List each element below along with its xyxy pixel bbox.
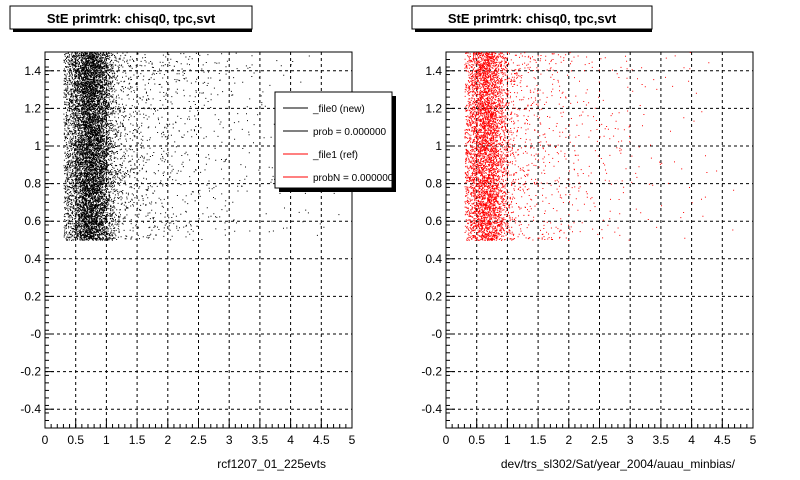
x-tick-label: 3.5 (252, 433, 269, 447)
y-tick-label: -0 (30, 327, 41, 341)
y-tick-label: 0.2 (24, 289, 41, 303)
x-tick-label: 3.5 (653, 433, 670, 447)
y-tick-label: -0.2 (421, 365, 442, 379)
x-tick-label: 0.5 (468, 433, 485, 447)
legend-label-ref: _file1 (ref) (312, 150, 358, 161)
x-tick-label: 3 (627, 433, 634, 447)
right-plot-title: StE primtrk: chisq0, tpc,svt (448, 11, 617, 26)
x-tick-label: 1.5 (129, 433, 146, 447)
left-plot-title: StE primtrk: chisq0, tpc,svt (47, 11, 216, 26)
left-caption: rcf1207_01_225evts (217, 457, 326, 471)
y-tick-label: 1 (435, 139, 442, 153)
x-tick-label: 3 (226, 433, 233, 447)
x-tick-label: 2.5 (190, 433, 207, 447)
legend-label-prob: prob = 0.000000 (313, 127, 387, 138)
x-tick-label: 1.5 (530, 433, 547, 447)
left-title-shadow (13, 29, 252, 32)
y-tick-label: -0.2 (20, 365, 41, 379)
right-title-shadow (415, 29, 652, 32)
x-tick-label: 2 (565, 433, 572, 447)
y-tick-label: -0.4 (421, 402, 442, 416)
y-tick-label: -0.4 (20, 402, 41, 416)
left-scatter-points (63, 52, 348, 241)
y-tick-label: 1.2 (425, 101, 442, 115)
x-tick-label: 4 (688, 433, 695, 447)
y-tick-label: 0.4 (425, 252, 442, 266)
x-tick-label: 0 (443, 433, 450, 447)
scatter-point-cloud (63, 52, 348, 241)
right-caption: dev/trs_sl302/Sat/year_2004/auau_minbias… (501, 457, 736, 471)
right-axes: 0 0.5 1 1.5 2 2.5 3 3.5 4 4.5 5 -0.4 -0.2 -0 0.2 0.4 0.6… (421, 51, 757, 447)
left-plot-panel: StE primtrk: chisq0, tpc,svt 0 0.5 1 1.5 2 2.… (9, 5, 396, 471)
x-tick-label: 2 (164, 433, 171, 447)
y-tick-label: 1 (34, 139, 41, 153)
legend-label-new: _file0 (new) (312, 104, 365, 115)
legend-label-probN: probN = 0.000000 (313, 173, 394, 184)
x-tick-label: 1 (103, 433, 110, 447)
x-tick-label: 4.5 (714, 433, 731, 447)
y-tick-label: 1.4 (425, 64, 442, 78)
x-tick-label: 1 (504, 433, 511, 447)
left-axes: 0 0.5 1 1.5 2 2.5 3 3.5 4 4.5 5 -0.4 -0.2 -0 0.2 0.4 0.6… (20, 51, 356, 447)
x-tick-label: 2.5 (591, 433, 608, 447)
y-tick-label: 0.2 (425, 289, 442, 303)
y-tick-label: -0 (431, 327, 442, 341)
y-tick-label: 0.6 (24, 214, 41, 228)
y-tick-label: 1.4 (24, 64, 41, 78)
x-tick-label: 0.5 (67, 433, 84, 447)
x-tick-label: 5 (349, 433, 356, 447)
x-tick-label: 4 (287, 433, 294, 447)
x-tick-label: 0 (42, 433, 49, 447)
y-tick-label: 1.2 (24, 101, 41, 115)
right-grid (446, 52, 753, 428)
legend-box (274, 91, 393, 189)
left-legend: _file0 (new) prob = 0.000000 _file1 (ref… (274, 91, 396, 192)
y-tick-label: 0.8 (425, 177, 442, 191)
y-tick-label: 0.6 (425, 214, 442, 228)
y-tick-label: 0.8 (24, 177, 41, 191)
x-tick-label: 4.5 (313, 433, 330, 447)
x-tick-label: 5 (750, 433, 757, 447)
y-tick-label: 0.4 (24, 252, 41, 266)
right-plot-panel: StE primtrk: chisq0, tpc,svt 0 0.5 1 1.5 2 2.… (411, 5, 757, 471)
